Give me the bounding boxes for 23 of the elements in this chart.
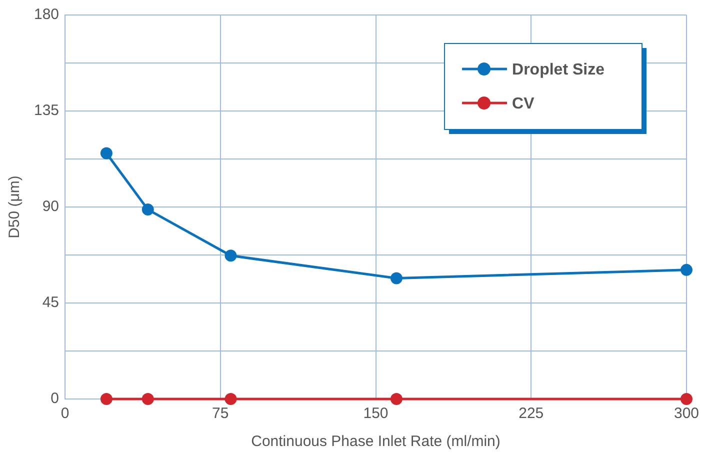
- y-tick-label: 180: [34, 6, 60, 24]
- point: [224, 250, 237, 262]
- point: [100, 393, 112, 405]
- point: [680, 393, 692, 405]
- y-tick-label: 135: [34, 102, 60, 120]
- x-tick-label: 150: [363, 405, 388, 422]
- legend-label: Droplet Size: [512, 61, 605, 78]
- legend-label: CV: [512, 95, 535, 112]
- y-axis-title: D50 (μm): [6, 176, 24, 238]
- point: [390, 272, 402, 284]
- x-tick-label: 225: [518, 405, 544, 422]
- x-tick-label: 300: [674, 405, 699, 422]
- point: [100, 147, 112, 160]
- point: [680, 264, 692, 276]
- y-tick-label: 45: [42, 294, 60, 312]
- point: [142, 204, 154, 216]
- x-axis-title: Continuous Phase Inlet Rate (ml/min): [251, 433, 500, 450]
- point: [224, 393, 237, 405]
- y-tick-label: 0: [50, 390, 60, 408]
- x-tick-label: 75: [212, 405, 229, 422]
- point: [390, 393, 402, 405]
- point: [142, 393, 154, 405]
- y-tick-label: 90: [42, 198, 60, 216]
